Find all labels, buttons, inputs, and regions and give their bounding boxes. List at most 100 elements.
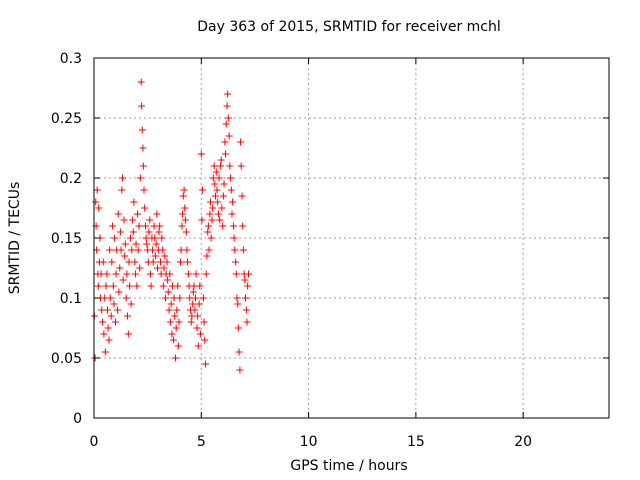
data-point <box>201 336 209 344</box>
data-point <box>114 306 122 314</box>
data-point <box>119 276 127 284</box>
data-point <box>217 162 225 170</box>
data-point <box>133 282 141 290</box>
data-point <box>196 330 204 338</box>
data-point <box>134 246 142 254</box>
axis-ticks <box>93 57 609 419</box>
data-point <box>184 270 192 278</box>
data-point <box>205 246 213 254</box>
data-point <box>116 228 124 236</box>
data-point <box>209 204 217 212</box>
data-point <box>161 294 169 302</box>
data-point <box>215 174 223 182</box>
data-point <box>99 258 107 266</box>
data-point <box>115 288 123 296</box>
data-point <box>226 174 234 182</box>
data-point <box>105 336 113 344</box>
data-point <box>181 216 189 224</box>
x-tick-label: 20 <box>514 434 532 450</box>
data-point <box>138 126 146 134</box>
data-point <box>99 318 107 326</box>
data-point <box>146 270 154 278</box>
y-tick-labels: 0 0.05 0.1 0.15 0.2 0.25 0.3 <box>51 51 82 427</box>
data-point <box>226 162 234 170</box>
data-point <box>219 222 227 230</box>
data-point <box>123 270 131 278</box>
data-point <box>153 210 161 218</box>
data-point <box>182 228 190 236</box>
data-point <box>135 222 143 230</box>
data-point <box>167 300 175 308</box>
y-tick-label: 0 <box>73 411 82 427</box>
data-point <box>121 252 129 260</box>
y-tick-label: 0.3 <box>60 51 82 67</box>
data-point <box>234 300 242 308</box>
data-point <box>191 306 199 314</box>
data-point <box>104 324 112 332</box>
data-point <box>112 270 120 278</box>
data-point <box>129 216 137 224</box>
data-point <box>104 306 112 314</box>
data-point <box>229 222 237 230</box>
data-point <box>163 258 171 266</box>
data-point <box>200 318 208 326</box>
data-point <box>203 252 211 260</box>
data-point <box>204 222 212 230</box>
data-point <box>206 210 214 218</box>
data-point <box>155 228 163 236</box>
data-point <box>238 192 246 200</box>
y-tick-label: 0.2 <box>60 171 82 187</box>
data-point <box>195 300 203 308</box>
data-point <box>224 90 232 98</box>
data-point <box>176 258 184 266</box>
data-point <box>241 294 249 302</box>
data-point <box>232 258 240 266</box>
data-point <box>207 198 215 206</box>
data-point <box>139 162 147 170</box>
data-point <box>140 186 148 194</box>
data-point <box>156 222 164 230</box>
data-point <box>111 318 119 326</box>
data-point <box>168 330 176 338</box>
data-point <box>179 192 187 200</box>
data-point <box>212 168 220 176</box>
data-point <box>229 198 237 206</box>
data-point <box>106 294 114 302</box>
data-point <box>94 282 102 290</box>
data-point <box>120 216 128 224</box>
data-point <box>141 204 149 212</box>
data-point <box>126 282 134 290</box>
data-point <box>151 252 159 260</box>
data-point <box>142 222 149 230</box>
data-point <box>208 216 216 224</box>
data-point <box>136 174 144 182</box>
data-point <box>154 264 162 272</box>
data-point <box>239 246 247 254</box>
data-point <box>126 234 134 242</box>
data-point <box>95 204 103 212</box>
data-point <box>127 300 135 308</box>
gridlines <box>94 58 609 418</box>
data-point <box>202 270 210 278</box>
data-point <box>221 138 229 146</box>
x-tick-label: 15 <box>407 434 425 450</box>
data-point <box>230 234 238 242</box>
data-point <box>118 186 126 194</box>
data-point <box>191 294 199 302</box>
data-point <box>169 336 177 344</box>
data-point <box>241 276 249 284</box>
data-point <box>166 270 174 278</box>
data-point <box>233 294 241 302</box>
data-point <box>174 282 182 290</box>
data-point <box>228 210 236 218</box>
data-point <box>107 312 115 320</box>
data-point <box>237 162 245 170</box>
data-point <box>152 240 160 248</box>
y-tick-label: 0.05 <box>51 351 82 367</box>
data-point <box>224 114 232 122</box>
data-point <box>161 252 169 260</box>
data-point <box>164 288 172 296</box>
data-point <box>199 294 207 302</box>
data-point <box>227 186 235 194</box>
